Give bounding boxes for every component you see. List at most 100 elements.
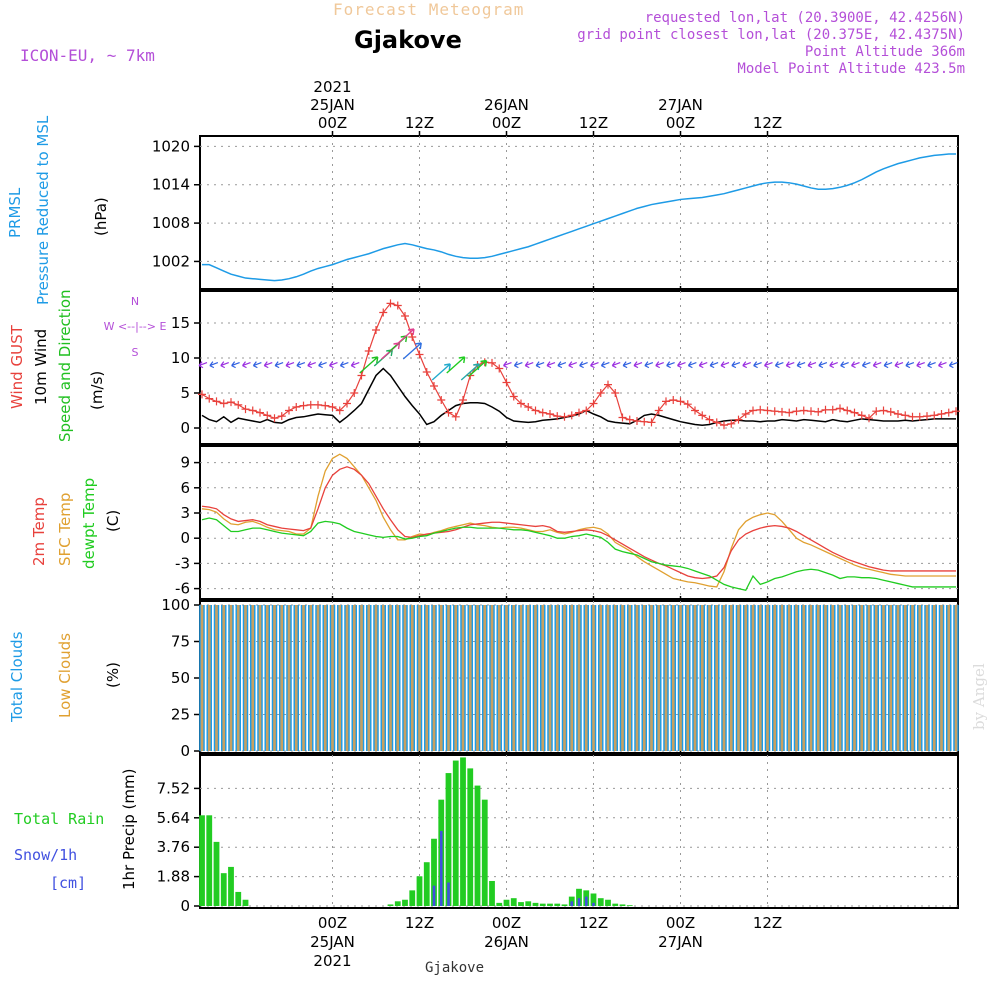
low-cloud-bar — [635, 605, 639, 751]
wind-dir-arrow — [568, 361, 577, 369]
low-cloud-bar — [671, 605, 675, 751]
low-cloud-bar — [621, 605, 624, 751]
low-cloud-bar — [461, 605, 465, 751]
y-tick-label: 7.52 — [157, 779, 190, 797]
gust-marker — [937, 410, 946, 418]
low-cloud-bar — [439, 605, 443, 751]
gust-marker — [408, 333, 417, 341]
pressure-line — [202, 153, 956, 282]
wind-dir-arrow — [796, 361, 806, 369]
y-tick-label: 25 — [171, 706, 190, 724]
gust-marker — [386, 299, 395, 308]
low-cloud-bar — [280, 605, 284, 751]
wind-dir-arrow — [339, 361, 349, 369]
gust-marker — [212, 397, 221, 406]
top-time-label: 00Z — [318, 114, 347, 132]
rain-bar — [547, 903, 553, 906]
rain-bar — [597, 898, 604, 906]
gust-marker — [488, 358, 496, 367]
gust-marker — [778, 407, 786, 416]
low-cloud-bar — [947, 605, 951, 751]
gust-marker — [611, 389, 620, 397]
wind-dir-arrow — [535, 361, 545, 369]
low-cloud-bar — [700, 605, 704, 751]
gust-marker — [647, 418, 656, 427]
gust-marker — [807, 407, 815, 416]
station-title: Gjakove — [354, 26, 462, 54]
snow-bar — [439, 830, 443, 906]
low-cloud-bar — [563, 605, 566, 751]
wind-dir-arrow — [231, 361, 240, 369]
gridpoint-coords: grid point closest lon,lat (20.375E, 42.… — [577, 27, 965, 43]
low-cloud-bar — [323, 605, 327, 751]
wind-dir-arrow — [633, 361, 643, 369]
gust-marker — [741, 410, 750, 418]
low-cloud-bar — [367, 605, 371, 751]
low-cloud-bar — [708, 605, 711, 751]
rain-bar — [445, 773, 452, 906]
low-cloud-bar — [316, 605, 320, 751]
low-cloud-bar — [425, 605, 429, 751]
wind-dir-arrow — [916, 361, 925, 369]
rain-bar — [402, 899, 408, 906]
rain-bar — [539, 903, 546, 906]
y-tick-label: 1020 — [152, 137, 190, 155]
gust-marker — [277, 412, 286, 421]
low-cloud-bar — [468, 605, 472, 751]
low-cloud-bar — [925, 605, 929, 751]
wind-dir-arrow — [579, 361, 588, 369]
gust-marker — [350, 389, 359, 397]
rain-bar — [503, 899, 510, 906]
low-cloud-bar — [555, 605, 559, 751]
gust-marker — [198, 390, 206, 399]
wind-dir-arrow — [883, 361, 893, 369]
gust-marker — [756, 405, 765, 414]
low-cloud-bar — [352, 605, 356, 751]
gust-marker — [328, 403, 337, 411]
gust-marker — [524, 403, 533, 411]
low-cloud-bar — [606, 605, 610, 751]
rain-bar — [561, 904, 568, 906]
gust-marker — [553, 412, 562, 421]
gust-marker — [263, 411, 272, 420]
rain-bar — [423, 862, 430, 906]
top-date-label: 27JAN — [658, 96, 703, 114]
low-cloud-bar — [874, 605, 878, 751]
low-cloud-bar — [766, 605, 769, 751]
low-cloud-bar — [657, 605, 661, 751]
low-cloud-bar — [795, 605, 798, 751]
bottom-time-label: 12Z — [405, 914, 434, 932]
rain-bar — [431, 838, 437, 906]
low-cloud-bar — [410, 605, 414, 751]
rain-bar — [612, 903, 619, 906]
gust-marker — [785, 408, 794, 417]
gust-marker — [575, 408, 583, 417]
gust-marker — [509, 392, 518, 401]
rain-bar — [496, 902, 503, 906]
gust-marker — [314, 400, 322, 409]
wind-dir-arrow — [774, 361, 784, 369]
gust-marker — [944, 408, 953, 417]
wind-dir-arrow — [807, 361, 817, 369]
gust-marker — [799, 406, 808, 415]
y-tick-label: -6 — [175, 580, 190, 598]
low-cloud-bar — [773, 605, 777, 751]
low-cloud-bar — [758, 605, 762, 751]
panel-frame — [199, 135, 959, 290]
gust-marker — [712, 418, 721, 427]
low-cloud-bar — [396, 605, 400, 751]
wind-dir-arrow — [468, 359, 488, 378]
rain-bar — [213, 841, 220, 906]
snow-unit-label: [cm] — [50, 874, 87, 892]
low-cloud-bar — [838, 605, 842, 751]
rain-bar — [394, 901, 401, 906]
gust-marker — [531, 406, 540, 415]
gust-marker — [879, 406, 888, 415]
low-cloud-bar — [360, 605, 363, 751]
low-cloud-bar — [389, 605, 392, 751]
gust-marker — [517, 399, 525, 408]
rain-bar — [576, 888, 582, 906]
low-cloud-bar — [505, 605, 508, 751]
wind-dir-arrow — [318, 361, 327, 369]
